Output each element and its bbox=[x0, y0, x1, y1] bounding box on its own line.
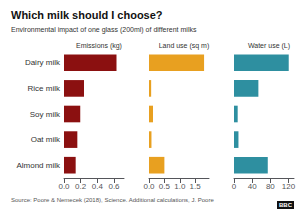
svg-text:0: 0 bbox=[232, 182, 237, 191]
svg-text:0.0: 0.0 bbox=[58, 182, 70, 191]
svg-text:BBC: BBC bbox=[279, 202, 293, 208]
svg-text:120: 120 bbox=[282, 182, 296, 191]
svg-text:Rice milk: Rice milk bbox=[28, 84, 61, 93]
svg-text:Which milk should I choose?: Which milk should I choose? bbox=[11, 9, 163, 21]
svg-text:Land use (sq m): Land use (sq m) bbox=[159, 42, 210, 50]
svg-text:Water use (L): Water use (L) bbox=[248, 42, 290, 50]
svg-text:Environmental impact of one gl: Environmental impact of one glass (200ml… bbox=[11, 26, 197, 34]
svg-text:Emissions (kg): Emissions (kg) bbox=[76, 42, 122, 50]
svg-text:1.5: 1.5 bbox=[190, 182, 202, 191]
svg-text:Source: Poore & Nemecek (2018): Source: Poore & Nemecek (2018), Science.… bbox=[11, 197, 214, 203]
svg-text:0.6: 0.6 bbox=[108, 182, 120, 191]
svg-text:Oat milk: Oat milk bbox=[31, 135, 61, 144]
svg-text:Dairy milk: Dairy milk bbox=[25, 58, 61, 67]
svg-text:80: 80 bbox=[266, 182, 275, 191]
svg-text:0.0: 0.0 bbox=[143, 182, 155, 191]
svg-text:0.4: 0.4 bbox=[92, 182, 104, 191]
svg-text:1.0: 1.0 bbox=[174, 182, 186, 191]
svg-text:40: 40 bbox=[248, 182, 257, 191]
svg-text:0.5: 0.5 bbox=[159, 182, 171, 191]
svg-text:Almond milk: Almond milk bbox=[16, 161, 61, 170]
svg-text:Soy milk: Soy milk bbox=[30, 110, 61, 119]
svg-text:0.2: 0.2 bbox=[75, 182, 87, 191]
